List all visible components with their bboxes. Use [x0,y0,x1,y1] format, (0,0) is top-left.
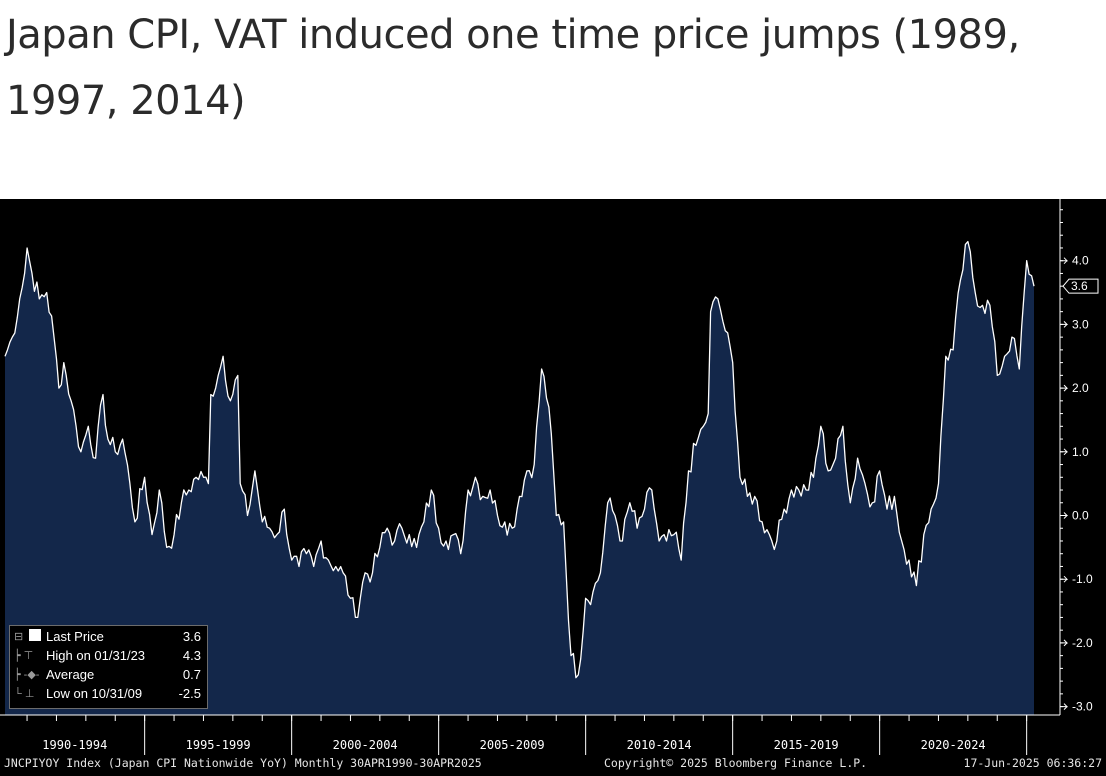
legend-label: Low on 10/31/09 [46,686,143,701]
last-value-callout [1062,278,1099,294]
y-tick-label: -1.0 [1072,572,1093,586]
legend-item-high: ┝ ⊤ High on 01/31/23 4.3 [10,647,207,665]
y-major-tick [1060,639,1069,647]
y-tick-label: -2.0 [1072,636,1093,650]
y-tick-label: 4.0 [1072,254,1089,268]
y-major-tick [1060,384,1069,392]
footer-ticker: JNCPIYOY Index (Japan CPI Nationwide YoY… [4,756,482,770]
x-tick-label: 2005-2009 [480,738,545,752]
series-line [4,240,1035,679]
y-axis: 4.0 3.0 2.0 1.0 0.0 -1.0 -2.0 -3.0 3.6 [1059,199,1099,715]
x-tick-label: 1990-1994 [42,738,107,752]
last-price-swatch [29,629,42,641]
legend-value: 0.7 [182,667,201,682]
series-area [5,241,1034,715]
y-tick-label: 1.0 [1072,445,1089,459]
legend-item-average: ┝ -◆- Average 0.7 [10,666,207,684]
y-tick-label: 0.0 [1072,509,1089,523]
collapse-icon[interactable]: ⊟ [14,628,44,646]
legend-value: 3.6 [182,629,201,644]
last-value-label: 3.6 [1071,279,1088,293]
legend-box: ⊟ Last Price 3.6 ┝ ⊤ High on 01/31/23 4.… [9,625,208,709]
legend-item-low: └ ⊥ Low on 10/31/09 -2.5 [10,685,207,703]
legend-label: Last Price [46,629,104,644]
y-tick-label: 3.0 [1072,317,1089,331]
y-tick-label: -3.0 [1072,700,1093,714]
x-axis: 1990-1994 1995-1999 2000-2004 2005-2009 2010… [0,714,1060,755]
high-marker-icon: ┝ ⊤ [14,650,34,662]
chart-panel: 4.0 3.0 2.0 1.0 0.0 -1.0 -2.0 -3.0 3.6 1990-1994… [0,199,1106,776]
y-major-tick [1060,512,1069,519]
average-marker-icon: ┝ -◆- [14,669,40,681]
y-tick-label: 2.0 [1072,381,1089,395]
y-major-tick [1060,448,1069,456]
low-marker-icon: └ ⊥ [14,688,35,700]
legend-label: High on 01/31/23 [46,648,146,663]
legend-item-last-price: ⊟ Last Price 3.6 [10,628,207,646]
x-tick-label: 1995-1999 [186,738,251,752]
x-tick-label: 2000-2004 [333,738,398,752]
headline: Japan CPI, VAT induced one time price ju… [6,12,1020,124]
x-tick-label: 2020-2024 [921,738,986,752]
legend-label: Average [46,667,95,682]
y-major-tick [1060,703,1069,710]
footer-timestamp: 17-Jun-2025 06:36:27 [963,756,1102,770]
y-major-tick [1060,575,1069,583]
legend-value: 4.3 [182,648,201,663]
chart-svg: 4.0 3.0 2.0 1.0 0.0 -1.0 -2.0 -3.0 3.6 1990-1994… [0,199,1099,755]
footer-copyright: Copyright© 2025 Bloomberg Finance L.P. [604,756,868,770]
y-major-tick [1060,321,1069,328]
x-tick-label: 2010-2014 [627,738,692,752]
legend-value: -2.5 [178,686,201,701]
plot-area [4,240,1035,715]
y-major-tick [1060,257,1069,265]
x-tick-label: 2015-2019 [774,738,839,752]
